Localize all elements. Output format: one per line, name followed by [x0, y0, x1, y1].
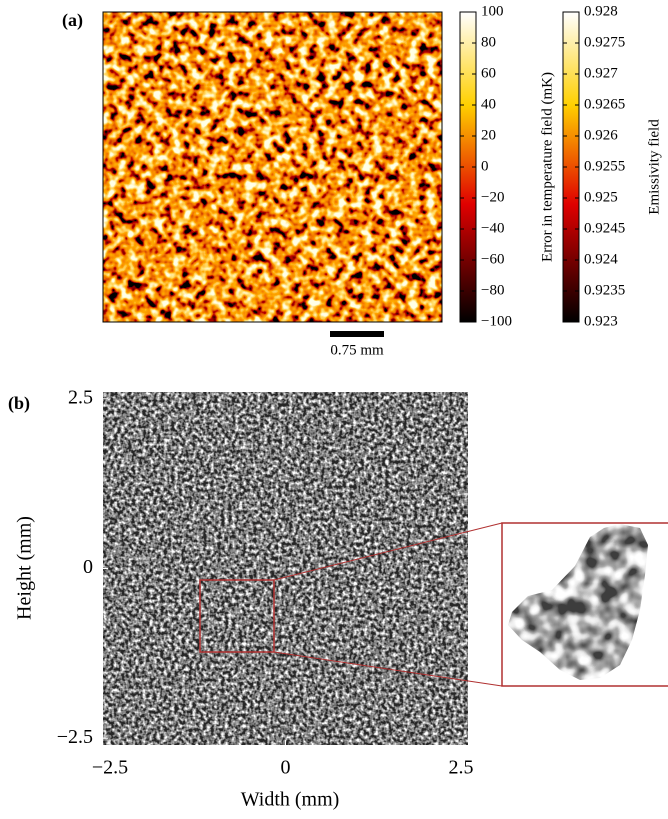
- x-tick-label: 0: [281, 757, 291, 779]
- panel-label: (a): [62, 10, 83, 31]
- y-tick-label: −2.5: [57, 726, 93, 748]
- tick-label: 0.925: [584, 189, 618, 205]
- speckle-image: [103, 392, 468, 745]
- zoom-box: [199, 579, 275, 653]
- tick-label: 0.9265: [584, 96, 625, 112]
- colorbar-title: Error in temperature field (mK): [539, 72, 555, 262]
- tick-label: −60: [481, 251, 504, 267]
- tick-label: 0.928: [584, 3, 618, 19]
- colorbar-title: Emissivity field: [646, 119, 662, 215]
- tick-label: 0.9275: [584, 34, 625, 50]
- zoom-connector: [273, 522, 503, 581]
- tick-label: 0.926: [584, 127, 618, 143]
- tick-label: −100: [481, 313, 512, 329]
- tick-label: 40: [481, 96, 496, 112]
- y-axis-label: Height (mm): [14, 516, 36, 620]
- tick-label: −20: [481, 189, 504, 205]
- x-tick-label: −2.5: [92, 757, 128, 779]
- panel-label: (b): [8, 393, 30, 414]
- x-tick-label: 2.5: [448, 757, 473, 779]
- map-frame: [102, 11, 443, 323]
- tick-label: 0.923: [584, 313, 618, 329]
- tick-label: 0: [481, 158, 489, 174]
- tick-label: 80: [481, 34, 496, 50]
- y-tick-label: 2.5: [68, 386, 93, 408]
- axes: −2.5 0 2.5 2.5 0 −2.5: [57, 386, 474, 778]
- tick-label: 0.9245: [584, 220, 625, 236]
- tick-label: 60: [481, 65, 496, 81]
- tick-label: 0.9255: [584, 158, 625, 174]
- tick-label: 20: [481, 127, 496, 143]
- tick-label: 0.927: [584, 65, 618, 81]
- scale-bar-label: 0.75 mm: [330, 342, 384, 358]
- zoom-connector: [273, 651, 503, 687]
- tick-label: −80: [481, 282, 504, 298]
- tick-label: 0.9235: [584, 282, 625, 298]
- y-tick-label: 0: [83, 556, 93, 578]
- tick-label: 100: [481, 3, 504, 19]
- colorbars: 100 80 60 40 20 0 −20 −40 −60 −80 −100 Error in tem…: [459, 3, 662, 329]
- tick-label: 0.924: [584, 251, 618, 267]
- temperature-map: [103, 12, 442, 322]
- tick-label: −40: [481, 220, 504, 236]
- x-axis-label: Width (mm): [241, 789, 340, 811]
